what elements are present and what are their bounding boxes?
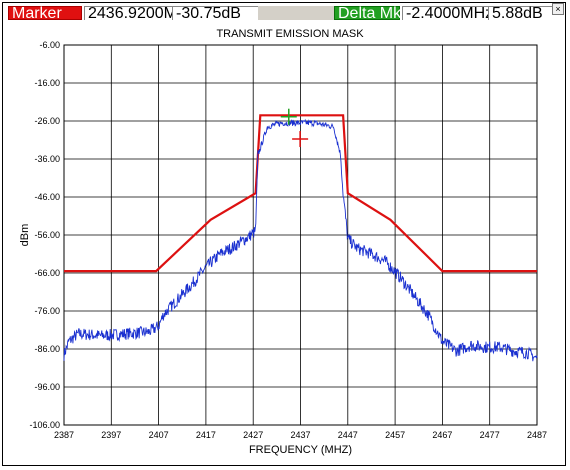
x-tick-label: 2447 — [338, 430, 358, 440]
marker-frequency-value: 2436.9200MHz — [84, 6, 197, 22]
readout-spacer — [258, 6, 334, 20]
delta-amplitude-value: 5.88dB — [488, 6, 552, 22]
y-tick-label: -66.00 — [34, 268, 60, 278]
x-tick-labels: 2387 2397 2407 2417 2427 2437 2447 2457 2467 2477… — [54, 430, 547, 440]
marker-crosshair[interactable] — [292, 131, 309, 148]
y-tick-label: -36.00 — [34, 154, 60, 164]
y-tick-label: -106.00 — [29, 420, 60, 430]
chart-title: TRANSMIT EMISSION MASK — [216, 28, 364, 40]
x-tick-label: 2477 — [480, 430, 500, 440]
x-tick-label: 2487 — [527, 430, 547, 440]
y-tick-label: -16.00 — [34, 78, 60, 88]
x-tick-label: 2397 — [101, 430, 121, 440]
y-tick-label: -46.00 — [34, 192, 60, 202]
y-tick-label: -56.00 — [34, 230, 60, 240]
marker-amplitude-value: -30.75dB — [172, 6, 258, 22]
y-tick-label: -96.00 — [34, 382, 60, 392]
x-tick-label: 2437 — [290, 430, 310, 440]
y-tick-label: -86.00 — [34, 344, 60, 354]
mask-series-line — [64, 114, 537, 273]
y-axis-label: dBm — [19, 224, 31, 247]
x-tick-label: 2457 — [385, 430, 405, 440]
y-tick-label: -6.00 — [39, 40, 60, 50]
x-tick-label: 2387 — [54, 430, 74, 440]
y-tick-labels: -6.00 -16.00 -26.00 -36.00 -46.00 -56.00 -66.0… — [29, 40, 60, 430]
delta-frequency-value: -2.4000MHz — [402, 6, 493, 22]
markers — [280, 108, 309, 148]
delta-marker-crosshair[interactable] — [280, 108, 297, 125]
marker-label[interactable]: Marker — [8, 6, 82, 22]
spectrum-series-line — [63, 118, 538, 362]
close-icon[interactable]: × — [552, 3, 564, 15]
x-tick-label: 2417 — [196, 430, 216, 440]
delta-marker-label[interactable]: Delta Mkr — [334, 6, 406, 22]
x-tick-label: 2467 — [432, 430, 452, 440]
grid — [63, 44, 538, 426]
x-tick-label: 2407 — [149, 430, 169, 440]
y-tick-label: -76.00 — [34, 306, 60, 316]
x-axis-label: FREQUENCY (MHZ) — [249, 444, 352, 456]
y-tick-label: -26.00 — [34, 116, 60, 126]
x-tick-label: 2427 — [243, 430, 263, 440]
